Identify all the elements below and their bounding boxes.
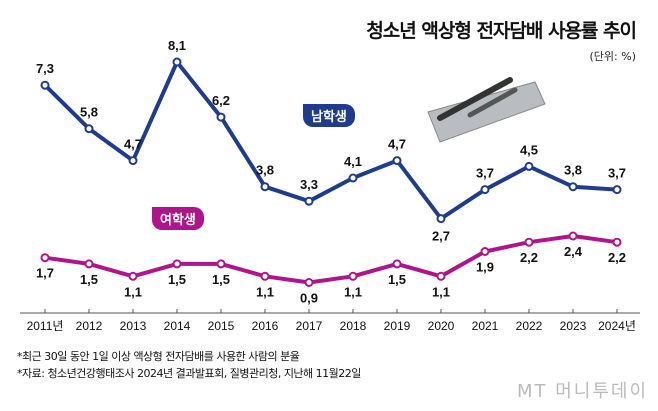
data-label: 2,4 bbox=[564, 244, 583, 259]
data-point bbox=[40, 80, 50, 90]
x-tick-label: 2018 bbox=[340, 319, 367, 333]
x-tick-label: 2019 bbox=[384, 319, 411, 333]
data-label: 1,1 bbox=[432, 284, 450, 299]
legend-male: 남학생 bbox=[303, 104, 355, 127]
data-point bbox=[436, 271, 446, 281]
data-point bbox=[524, 237, 534, 247]
data-point bbox=[568, 182, 578, 192]
legend-female: 여학생 bbox=[152, 207, 204, 230]
data-label: 3,3 bbox=[300, 177, 318, 192]
data-point bbox=[216, 259, 226, 269]
x-tick-label: 2011년 bbox=[27, 319, 64, 333]
data-label: 3,7 bbox=[476, 166, 494, 181]
e-cigarette-image bbox=[427, 77, 546, 143]
data-label: 1,5 bbox=[388, 272, 406, 287]
data-point bbox=[128, 156, 138, 166]
data-label: 1,1 bbox=[344, 284, 362, 299]
chart-title: 청소년 액상형 전자담배 사용률 추이 bbox=[366, 20, 637, 42]
data-point bbox=[348, 173, 358, 183]
data-label: 8,1 bbox=[168, 38, 186, 53]
data-label: 5,8 bbox=[80, 105, 98, 120]
x-tick-label: 2024년 bbox=[598, 319, 636, 333]
unit-label: (단위: %) bbox=[589, 50, 636, 63]
data-point bbox=[524, 161, 534, 171]
data-label: 2,2 bbox=[608, 250, 626, 265]
x-tick-label: 2012 bbox=[76, 319, 103, 333]
data-point bbox=[348, 271, 358, 281]
x-tick-label: 2017 bbox=[296, 319, 323, 333]
data-point bbox=[128, 271, 138, 281]
data-label: 2,7 bbox=[432, 229, 450, 244]
x-tick-label: 2013 bbox=[120, 319, 147, 333]
logo: MT 머니투데이 bbox=[516, 381, 648, 402]
data-point bbox=[172, 259, 182, 269]
data-label: 2,2 bbox=[520, 250, 538, 265]
data-point bbox=[480, 185, 490, 195]
x-tick-label: 2022 bbox=[516, 319, 543, 333]
data-point bbox=[612, 185, 622, 195]
data-label: 1,7 bbox=[36, 266, 54, 281]
x-tick-label: 2021 bbox=[472, 319, 499, 333]
data-label: 1,5 bbox=[80, 272, 98, 287]
data-point bbox=[172, 57, 182, 67]
data-label: 1,5 bbox=[212, 272, 230, 287]
data-point bbox=[436, 214, 446, 224]
data-label: 4,7 bbox=[388, 137, 406, 152]
data-label: 1,1 bbox=[256, 284, 274, 299]
data-point bbox=[304, 196, 314, 206]
x-tick-label: 2023 bbox=[560, 319, 587, 333]
data-point bbox=[260, 182, 270, 192]
data-point bbox=[40, 253, 50, 263]
data-label: 7,3 bbox=[36, 61, 54, 76]
data-point bbox=[304, 278, 314, 287]
data-label: 1,1 bbox=[124, 284, 142, 299]
data-label: 3,8 bbox=[564, 163, 582, 178]
footnote: *최근 30일 동안 1일 이상 액상형 전자담배를 사용한 사람의 분율 bbox=[17, 350, 300, 363]
data-point bbox=[84, 259, 94, 269]
data-point bbox=[612, 237, 622, 247]
data-label: 3,8 bbox=[256, 163, 274, 178]
data-label: 6,2 bbox=[212, 93, 230, 108]
data-point bbox=[392, 156, 402, 166]
x-tick-label: 2015 bbox=[208, 319, 235, 333]
x-tick-label: 2020 bbox=[428, 319, 455, 333]
x-tick-label: 2016 bbox=[252, 319, 279, 333]
x-tick-label: 2014 bbox=[164, 319, 191, 333]
data-label: 3,7 bbox=[608, 166, 626, 181]
data-point bbox=[480, 247, 490, 256]
data-label: 1,5 bbox=[168, 272, 186, 287]
data-label: 4,7 bbox=[124, 137, 142, 152]
data-label: 1,9 bbox=[476, 260, 494, 275]
data-point bbox=[260, 271, 270, 281]
data-label: 4,1 bbox=[344, 154, 362, 169]
series-line bbox=[44, 234, 618, 285]
data-label: 4,5 bbox=[520, 142, 538, 157]
data-point bbox=[84, 124, 94, 134]
series-line bbox=[43, 60, 618, 221]
data-label: 0,9 bbox=[300, 291, 318, 306]
data-point bbox=[392, 259, 402, 269]
data-point bbox=[568, 231, 578, 241]
data-point bbox=[216, 112, 226, 122]
source-note: *자료: 청소년건강행태조사 2024년 결과발표회, 질병관리청, 지난해 1… bbox=[17, 367, 361, 380]
